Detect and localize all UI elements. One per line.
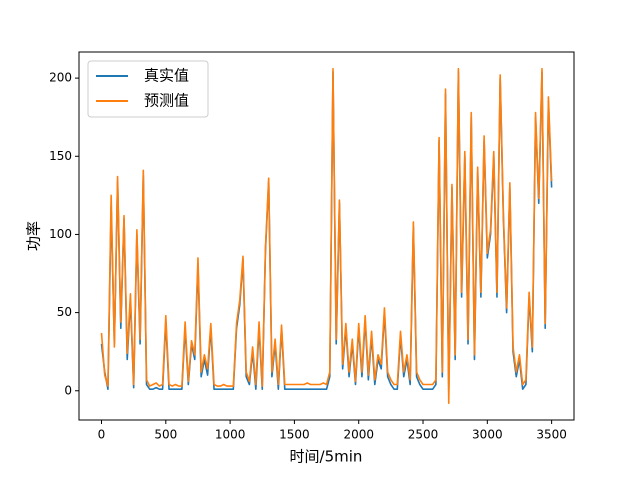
x-tick-label: 1000 bbox=[215, 428, 246, 442]
y-tick-label: 50 bbox=[57, 305, 72, 319]
x-tick-label: 2000 bbox=[343, 428, 374, 442]
x-tick-label: 500 bbox=[154, 428, 177, 442]
series-line bbox=[100, 67, 553, 405]
y-axis-label: 功率 bbox=[25, 221, 43, 251]
x-axis-label: 时间/5min bbox=[290, 448, 363, 466]
x-tick-label: 2500 bbox=[408, 428, 439, 442]
y-tick-label: 200 bbox=[49, 71, 72, 85]
legend-label: 真实值 bbox=[144, 67, 189, 85]
series-line bbox=[100, 71, 553, 392]
x-tick-label: 0 bbox=[98, 428, 106, 442]
legend-label: 预测值 bbox=[144, 92, 189, 110]
y-tick-label: 150 bbox=[49, 149, 72, 163]
x-tick-label: 3500 bbox=[536, 428, 567, 442]
plot-area bbox=[78, 51, 575, 421]
y-tick-label: 0 bbox=[64, 383, 72, 397]
x-tick-label: 1500 bbox=[279, 428, 310, 442]
y-tick-label: 100 bbox=[49, 227, 72, 241]
x-tick-label: 3000 bbox=[472, 428, 503, 442]
